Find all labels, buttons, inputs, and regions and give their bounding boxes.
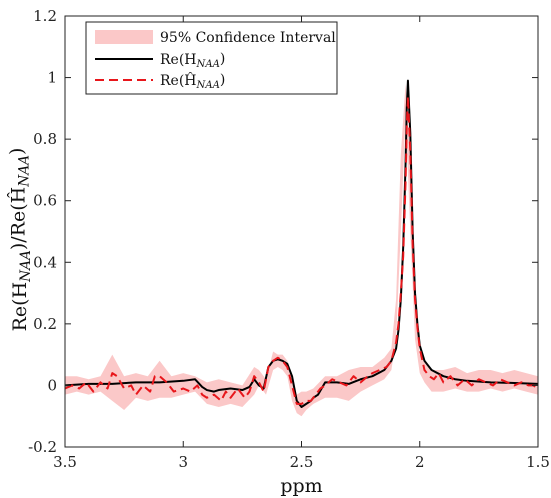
y-tick-label: 0.2: [33, 315, 57, 333]
y-axis-label: Re(HNAA​)/Re(ĤNAA​): [6, 148, 34, 332]
estimated-spectrum-line: [64, 95, 539, 405]
confidence-interval-layer: [65, 83, 538, 417]
legend-ci-swatch: [95, 30, 153, 44]
y-tick-label: -0.2: [28, 438, 57, 456]
estimate-curve-layer: [64, 95, 539, 405]
legend: 95% Confidence Interval Re(HNAA​) Re(ĤNA…: [85, 21, 338, 95]
y-tick-label: 1.2: [33, 7, 57, 25]
x-tick-label: 3: [178, 453, 188, 471]
x-tick-label: 3.5: [53, 453, 77, 471]
x-tick-label: 2: [415, 453, 425, 471]
x-tick-label: 2.5: [290, 453, 314, 471]
confidence-interval-band: [65, 83, 538, 417]
true-spectrum-line: [64, 79, 539, 408]
legend-estimate-label: Re(ĤNAA​): [160, 71, 225, 91]
x-axis-label: ppm: [280, 475, 322, 497]
y-tick-label: 1: [47, 69, 57, 87]
legend-ci-label: 95% Confidence Interval: [160, 30, 336, 46]
axis-ticks: 3.5 3 2.5 2 1.5 -0.2 0 0.2 0.4 0.6 0.8 1 1.2: [28, 7, 550, 471]
y-tick-label: 0.4: [33, 253, 57, 271]
y-tick-label: 0.8: [33, 130, 57, 148]
x-tick-label: 1.5: [526, 453, 550, 471]
true-curve-layer: [64, 79, 539, 408]
y-tick-label: 0.6: [33, 192, 57, 210]
legend-true-label: Re(HNAA​): [160, 51, 225, 70]
y-tick-label: 0: [47, 376, 57, 394]
